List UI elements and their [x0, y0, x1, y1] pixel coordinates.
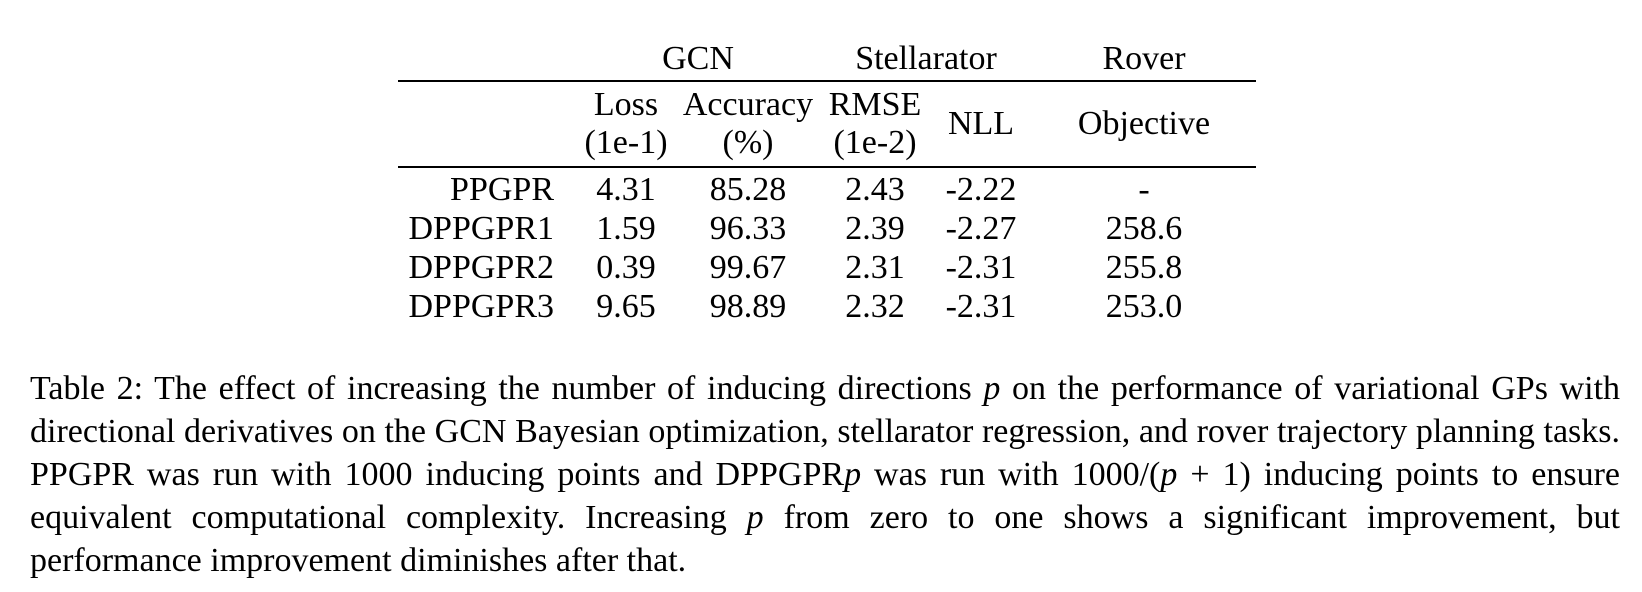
sub-header-line2: (1e-1)	[584, 124, 668, 161]
cell-rmse: 2.31	[845, 248, 905, 286]
cell-nll: -2.31	[945, 248, 1017, 286]
caption-math-p: p	[1160, 456, 1178, 493]
caption-math-p: p	[746, 499, 764, 536]
table-row: PPGPR 4.31 85.28 2.43 -2.22 -	[398, 167, 1256, 209]
group-header-row: GCN Stellarator Rover	[398, 32, 1256, 82]
results-table: GCN Stellarator Rover Loss (1e-1) Accura…	[398, 32, 1256, 326]
table-row: DPPGPR3 9.65 98.89 2.32 -2.31 253.0	[398, 287, 1256, 326]
cell-loss: 0.39	[596, 248, 656, 286]
cell-rmse: 2.43	[845, 170, 905, 208]
cell-objective: 255.8	[1105, 248, 1183, 286]
sub-header-row: Loss (1e-1) Accuracy (%) RMSE (1e-2) NLL…	[398, 81, 1256, 168]
cell-accuracy: 85.28	[709, 170, 787, 208]
caption-text: + 1) inducing points to ensure equivalen…	[30, 456, 1620, 536]
sub-header-rmse: RMSE (1e-2)	[820, 81, 930, 168]
cell-accuracy: 99.67	[709, 248, 787, 286]
sub-header-line1: RMSE	[828, 86, 922, 123]
sub-header-line2: (1e-2)	[833, 124, 917, 161]
cell-nll: -2.27	[945, 209, 1017, 247]
row-label: DPPGPR2	[408, 248, 554, 286]
results-table-container: GCN Stellarator Rover Loss (1e-1) Accura…	[398, 32, 1256, 326]
cell-loss: 1.59	[596, 209, 656, 247]
sub-header-line1: Accuracy	[682, 86, 814, 123]
table-row: DPPGPR1 1.59 96.33 2.39 -2.27 258.6	[398, 209, 1256, 248]
group-header-stellarator: Stellarator	[820, 32, 1032, 82]
sub-header-line1: Loss	[593, 86, 659, 123]
sub-header-accuracy: Accuracy (%)	[676, 81, 820, 168]
cell-objective: -	[1138, 170, 1150, 208]
row-label: DPPGPR1	[408, 209, 554, 247]
caption-math-p: p	[983, 370, 1001, 407]
sub-header-blank	[398, 81, 576, 168]
cell-objective: 258.6	[1105, 209, 1183, 247]
caption-math-p: p	[844, 456, 862, 493]
cell-loss: 9.65	[596, 287, 656, 325]
sub-header-nll: NLL	[930, 81, 1032, 168]
cell-objective: 253.0	[1105, 287, 1183, 325]
cell-nll: -2.31	[945, 287, 1017, 325]
caption-text: on the performance of variational GPs wi…	[30, 370, 1621, 493]
sub-header-loss: Loss (1e-1)	[576, 81, 676, 168]
cell-rmse: 2.39	[845, 209, 905, 247]
table-row: DPPGPR2 0.39 99.67 2.31 -2.31 255.8	[398, 248, 1256, 287]
cell-accuracy: 96.33	[709, 209, 787, 247]
table-caption: Table 2: The effect of increasing the nu…	[30, 367, 1620, 582]
caption-text: was run with 1000/(	[861, 456, 1161, 493]
group-header-gcn: GCN	[576, 32, 820, 82]
sub-header-line2: (%)	[722, 124, 774, 161]
cell-accuracy: 98.89	[709, 287, 787, 325]
corner-cell	[398, 32, 576, 82]
caption-text: from zero to one shows a significant imp…	[30, 499, 1620, 579]
cell-rmse: 2.32	[845, 287, 905, 325]
cell-nll: -2.22	[945, 170, 1017, 208]
cell-loss: 4.31	[596, 170, 656, 208]
group-header-rover: Rover	[1032, 32, 1256, 82]
sub-header-objective: Objective	[1032, 81, 1256, 168]
row-label: DPPGPR3	[408, 287, 554, 325]
row-label: PPGPR	[450, 170, 554, 208]
caption-text: Table 2: The effect of increasing the nu…	[30, 370, 984, 407]
